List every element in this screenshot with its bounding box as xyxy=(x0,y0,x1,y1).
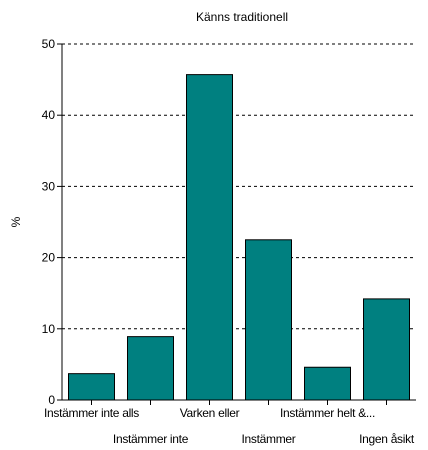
bar xyxy=(304,366,351,401)
y-tick-label: 0 xyxy=(48,393,55,407)
bar xyxy=(68,373,115,401)
y-tick-label: 30 xyxy=(42,179,56,193)
x-tick-label: Varken eller xyxy=(180,406,240,420)
bar xyxy=(363,298,410,401)
axes xyxy=(57,43,416,405)
y-tick-label: 50 xyxy=(42,37,56,51)
x-tick-labels: Instämmer inte alls Instämmer inte Varken … xyxy=(44,406,415,446)
bar xyxy=(245,239,292,401)
x-tick-label: Instämmer inte alls xyxy=(44,406,139,420)
gridlines xyxy=(62,43,416,330)
x-tick-label: Instämmer xyxy=(242,432,296,446)
y-tick-labels: 0 10 20 30 40 50 xyxy=(42,37,56,407)
x-tick-label: Ingen åsikt xyxy=(359,432,415,446)
bars xyxy=(68,74,410,401)
y-tick-label: 40 xyxy=(42,108,56,122)
y-axis-label: % xyxy=(9,216,23,227)
y-tick-label: 20 xyxy=(42,251,56,265)
bar xyxy=(186,74,233,401)
chart-title: Känns traditionell xyxy=(196,10,288,24)
x-tick-label: Instämmer inte xyxy=(113,432,189,446)
y-tick-label: 10 xyxy=(42,322,56,336)
bar xyxy=(127,336,174,401)
x-tick-label: Instämmer helt &... xyxy=(280,406,375,420)
